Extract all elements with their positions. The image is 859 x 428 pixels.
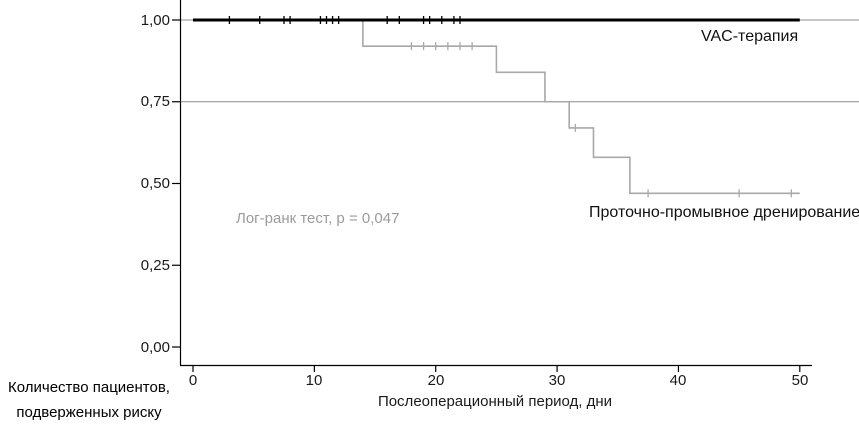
x-tick-label-30: 30 [548, 372, 566, 389]
x-tick-label-20: 20 [427, 372, 445, 389]
y-tick-label-000: 0,00 [140, 339, 170, 356]
x-tick-label-0: 0 [188, 372, 198, 389]
x-tick-label-40: 40 [669, 372, 687, 389]
y-tick-label-025: 0,25 [140, 257, 170, 274]
series-label-vac-therapy: VAC-терапия [701, 28, 799, 45]
y-tick-label-075: 0,75 [140, 93, 170, 110]
series-label-flow-drainage: Проточно-промывное дренирование [589, 204, 859, 221]
risk-table-caption: Количество пациентов, подверженных риску [0, 376, 178, 426]
log-rank-annotation: Лог-ранк тест, p = 0,047 [236, 210, 400, 227]
y-tick-label-100: 1,00 [140, 12, 170, 29]
risk-table-caption-line1: Количество пациентов, [8, 379, 170, 396]
x-tick-label-10: 10 [305, 372, 323, 389]
risk-table-caption-line2: подверженных риску [16, 403, 162, 421]
x-axis-title: Послеоперационный период, дни [377, 393, 613, 410]
x-tick-label-50: 50 [791, 372, 809, 389]
y-tick-label-050: 0,50 [140, 175, 170, 192]
